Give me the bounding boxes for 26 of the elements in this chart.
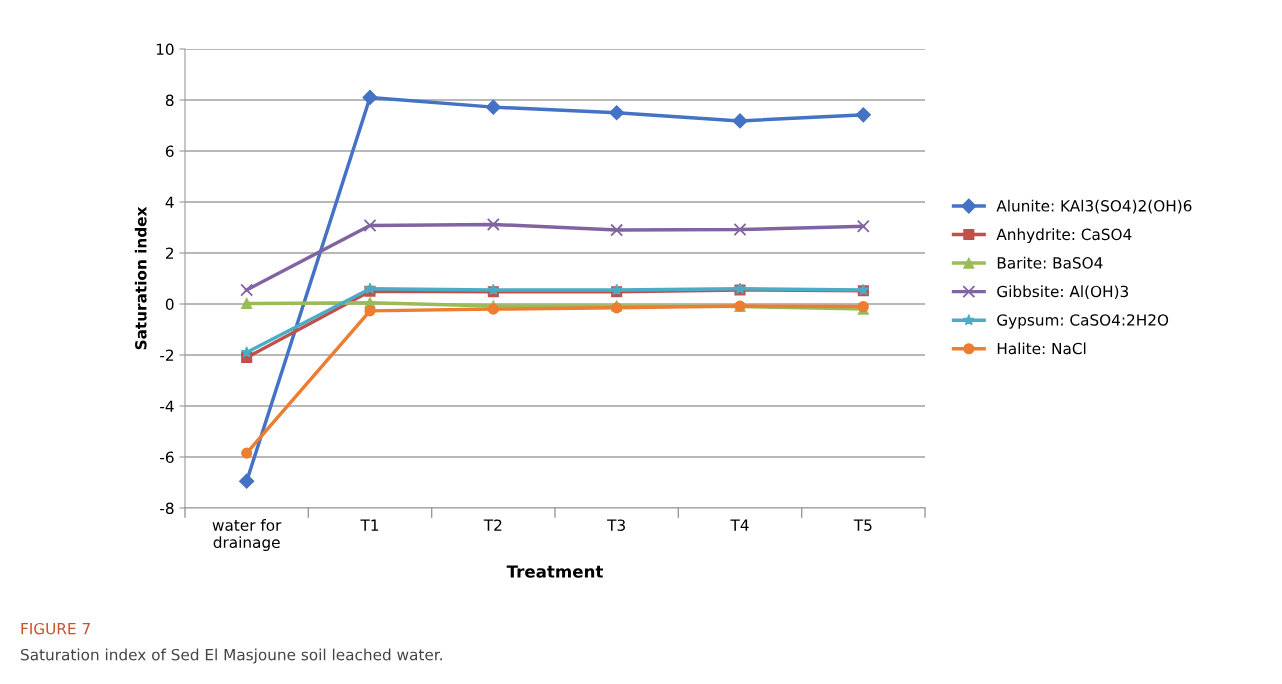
y-tick-label: 4 [165,196,174,208]
x-tick-label: T4 [730,519,749,531]
y-tick-label: 0 [165,298,174,311]
legend-label: Barite: BaSO4 [997,256,1103,269]
x-axis-title: Treatment [506,565,604,578]
legend-label: Gypsum: CaSO4:2H2O [997,314,1169,329]
y-tick-label: -2 [160,349,174,361]
y-tick-label: -6 [160,451,174,464]
y-tick-label: -8 [160,502,174,515]
y-tick-label: 6 [165,145,174,158]
x-tick-label: T3 [607,519,625,531]
text: Saturation index of Sed El Masjoune soil leached water. [21,648,442,664]
y-tick-label: -4 [160,400,174,412]
legend-label: Halite: NaCl [997,342,1086,355]
y-tick-label: 8 [165,94,174,107]
legend-label: Anhydrite: CaSO4 [996,228,1132,244]
x-tick-label: T1 [360,519,379,531]
x-tick-label: T2 [483,519,502,531]
legend-label: Alunite: KAl3(SO4)2(OH)6 [996,199,1192,214]
legend-label: Gibbsite: Al(OH)3 [997,285,1129,299]
y-axis-title: Saturation index [134,206,147,350]
x-tick-label: T5 [853,519,872,531]
x-tick-label: water for drainage [212,519,282,551]
y-tick-label: 2 [165,247,174,259]
y-tick-label: 10 [156,43,174,56]
caption: FIGURE 7 [21,622,90,635]
